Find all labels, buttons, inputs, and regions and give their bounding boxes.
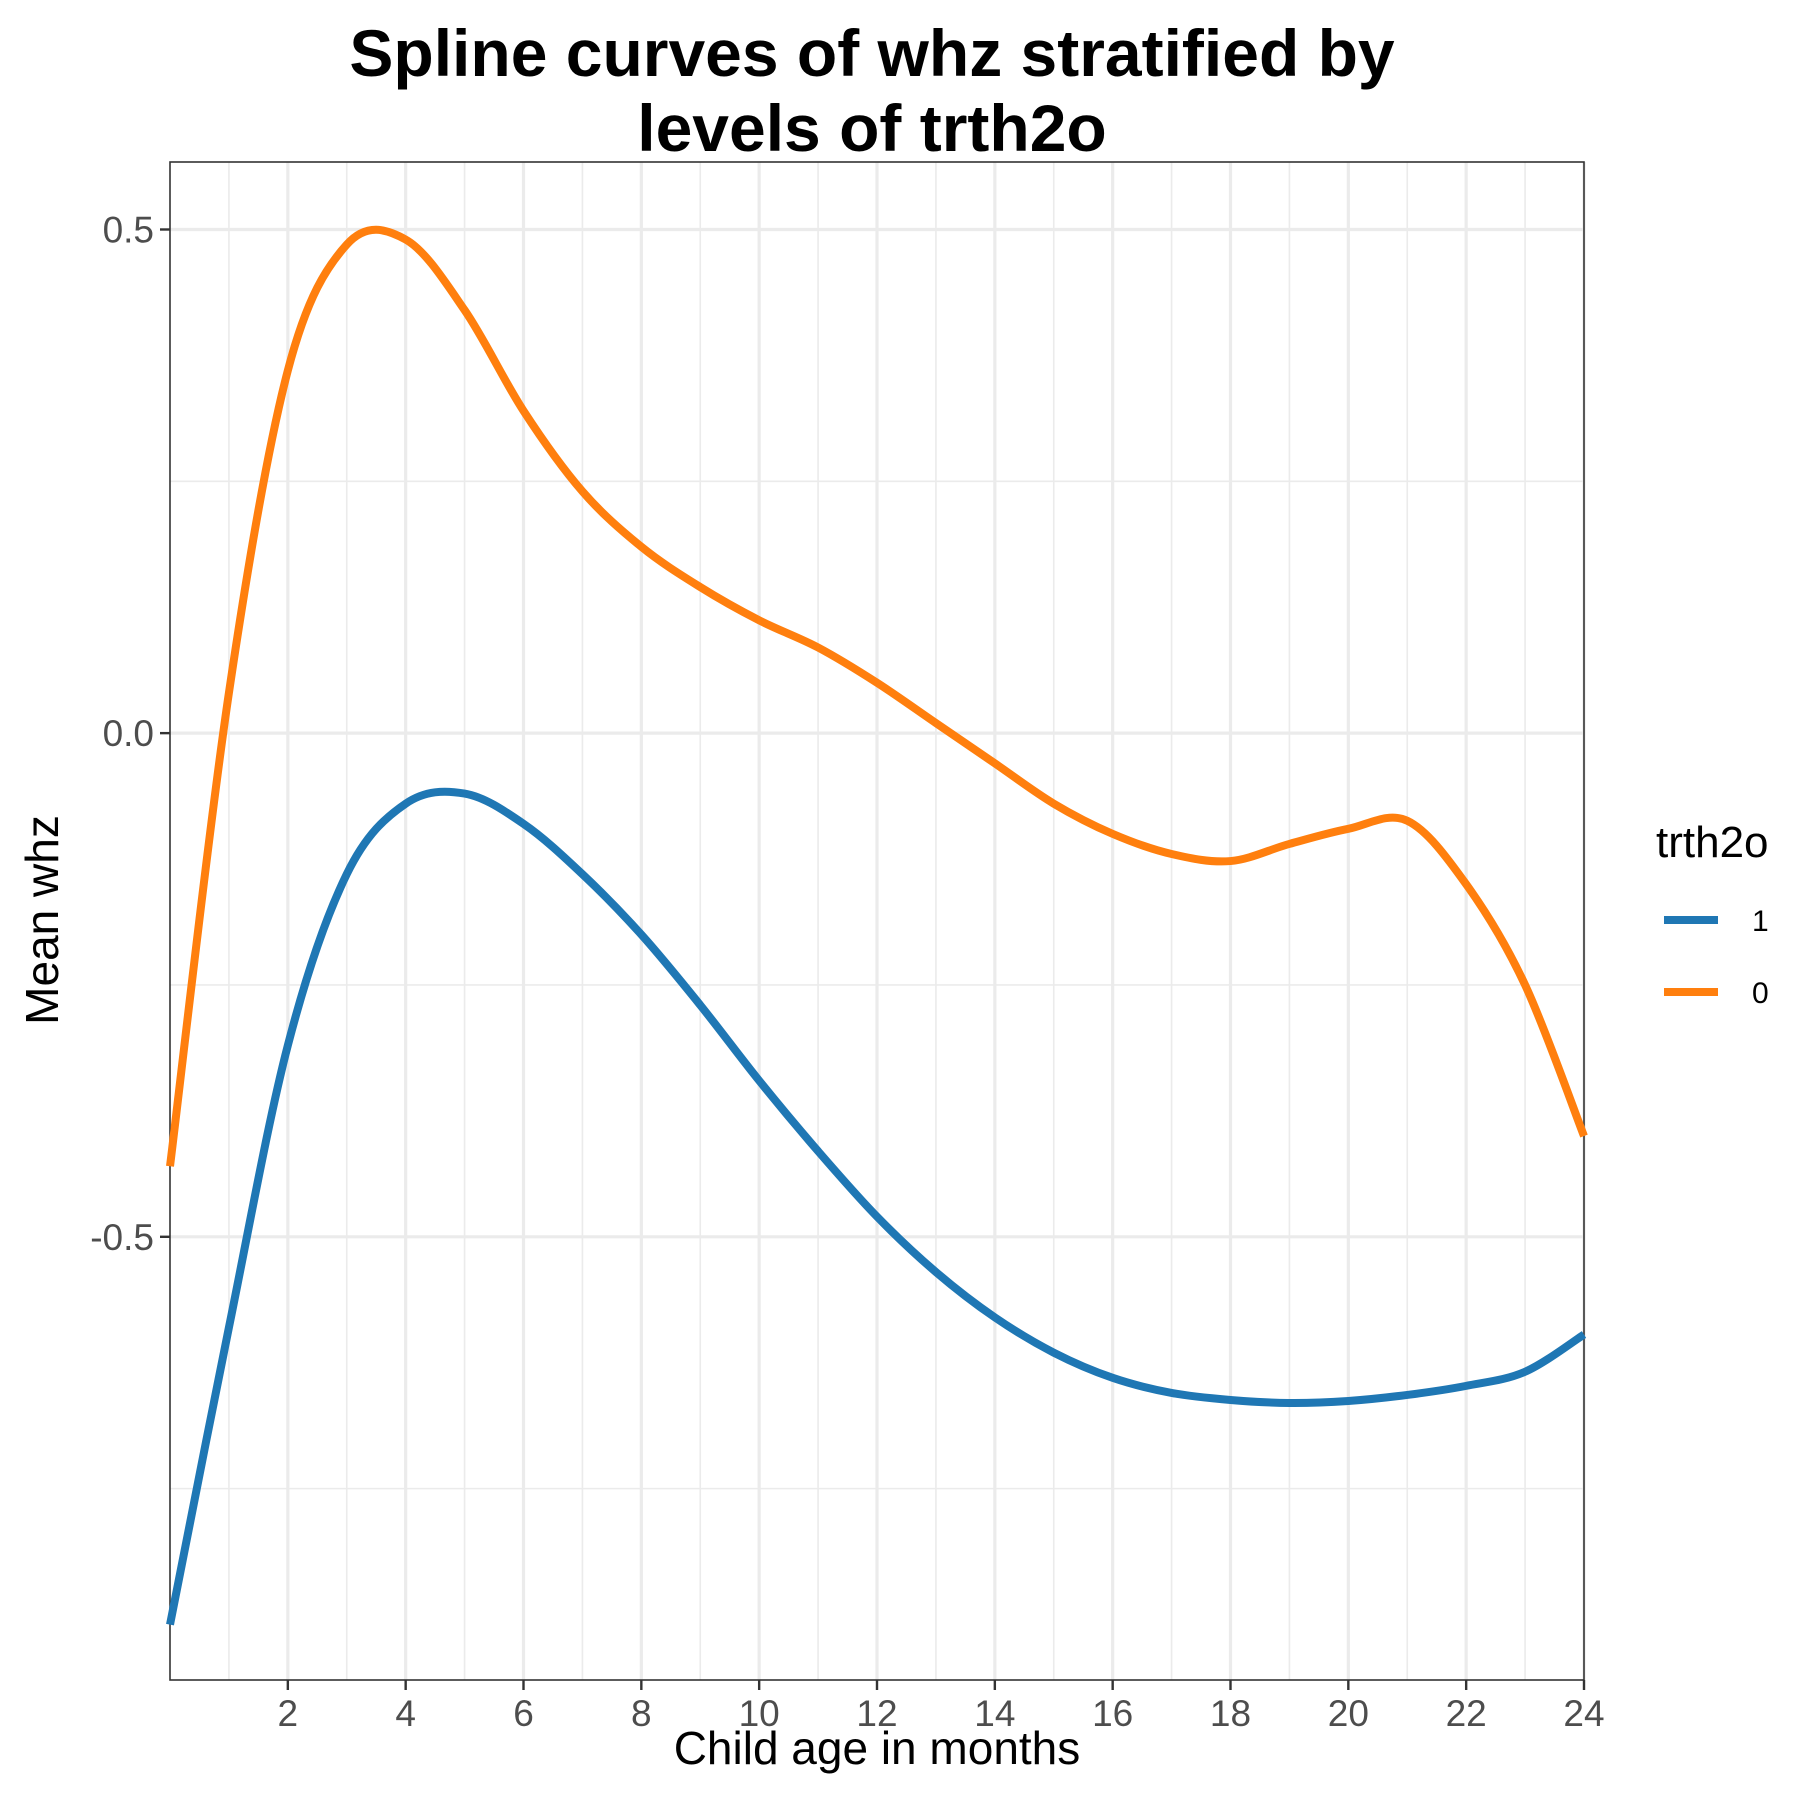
x-tick-label: 24 (1563, 1693, 1604, 1734)
x-tick-label: 8 (631, 1693, 652, 1734)
chart-title-line-1: Spline curves of whz stratified by (349, 16, 1395, 90)
y-tick-label: 0.0 (103, 713, 154, 754)
chart-title: Spline curves of whz stratified by level… (349, 16, 1395, 165)
x-tick-label: 20 (1328, 1693, 1369, 1734)
x-tick-label: 14 (974, 1693, 1015, 1734)
x-tick-label: 18 (1210, 1693, 1251, 1734)
tick-layer: 2 4 6 8 10 12 14 16 18 20 22 240.50.0-0.5 (90, 209, 1604, 1734)
series-line-1 (166, 787, 1587, 1626)
legend-items: 10 (1664, 905, 1769, 1010)
x-tick-label: 22 (1446, 1693, 1487, 1734)
legend-title: trth2o (1656, 818, 1769, 867)
x-tick-label: 4 (395, 1693, 416, 1734)
x-tick-label: 10 (739, 1693, 780, 1734)
legend: trth2o 10 (1656, 818, 1769, 1010)
x-tick-label: 2 (278, 1693, 299, 1734)
grid-layer (170, 162, 1586, 1680)
series-line-0 (166, 225, 1588, 1167)
y-tick-label: -0.5 (90, 1217, 154, 1258)
legend-label-0: 0 (1752, 977, 1769, 1010)
y-tick-label: 0.5 (103, 209, 154, 250)
y-axis-title: Mean whz (16, 815, 68, 1025)
x-tick-label: 12 (856, 1693, 897, 1734)
x-tick-label: 16 (1092, 1693, 1133, 1734)
chart-title-line-2: levels of trth2o (637, 91, 1106, 165)
legend-label-1: 1 (1752, 905, 1769, 938)
series-layer (166, 225, 1588, 1626)
x-axis-title: Child age in months (674, 1722, 1081, 1774)
x-tick-label: 6 (513, 1693, 534, 1734)
